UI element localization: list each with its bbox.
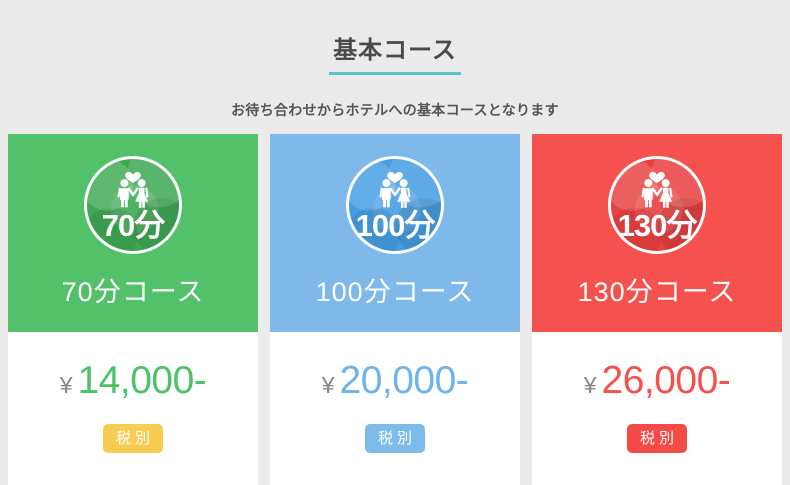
course-card-100min: 100分 100分コース ¥ 20,000- 税別	[270, 134, 520, 485]
card-header: 100分 100分コース	[270, 134, 520, 333]
tax-badge: 税別	[626, 424, 687, 454]
page-subtitle: お待ち合わせからホテルへの基本コースとなります	[231, 102, 559, 119]
course-card-130min: 130分 130分コース ¥ 26,000- 税別	[532, 134, 782, 485]
currency-symbol: ¥	[59, 372, 73, 399]
price: ¥ 26,000-	[584, 359, 731, 403]
couple-heart-icon	[379, 172, 411, 208]
course-cards: 70分 70分コース ¥ 14,000- 税別	[0, 134, 790, 485]
card-header: 70分 70分コース	[8, 134, 258, 333]
price-amount: 14,000-	[77, 359, 207, 403]
duration-badge: 130分	[608, 156, 706, 255]
duration-badge: 70分	[84, 156, 182, 255]
price: ¥ 20,000-	[322, 359, 469, 403]
page-header: 基本コース お待ち合わせからホテルへの基本コースとなります	[0, 0, 790, 120]
card-header: 130分 130分コース	[532, 134, 782, 333]
page-title: 基本コース	[329, 30, 461, 76]
tax-badge: 税別	[364, 424, 425, 454]
course-label: 70分コース	[61, 277, 205, 308]
duration-text: 130分	[617, 208, 698, 244]
currency-symbol: ¥	[583, 372, 597, 399]
couple-heart-icon	[117, 172, 149, 208]
duration-text: 100分	[355, 208, 436, 244]
price-amount: 20,000-	[339, 359, 469, 403]
price-amount: 26,000-	[601, 359, 731, 403]
course-label: 130分コース	[577, 277, 737, 308]
currency-symbol: ¥	[321, 372, 335, 399]
course-card-70min: 70分 70分コース ¥ 14,000- 税別	[8, 134, 258, 485]
price: ¥ 14,000-	[60, 359, 207, 403]
duration-badge: 100分	[346, 156, 444, 255]
duration-text: 70分	[101, 208, 165, 244]
couple-heart-icon	[641, 172, 673, 208]
tax-badge: 税別	[102, 424, 163, 454]
course-label: 100分コース	[315, 277, 475, 308]
